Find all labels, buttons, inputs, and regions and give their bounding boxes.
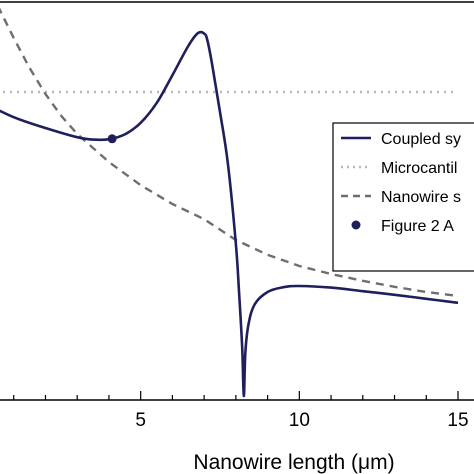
legend-label: Coupled sy bbox=[381, 131, 461, 148]
x-tick-label: 15 bbox=[447, 410, 468, 431]
legend-item-microcantilever: Microcantil bbox=[341, 160, 457, 177]
x-tick-label: 10 bbox=[289, 410, 310, 431]
legend-item-coupled: Coupled sy bbox=[341, 131, 461, 148]
series-layer bbox=[0, 7, 459, 398]
legend: Coupled sy Microcantil Nanowire s Figure… bbox=[332, 122, 474, 272]
legend-item-nanowire: Nanowire s bbox=[341, 189, 461, 206]
legend-swatch-marker bbox=[351, 220, 361, 230]
data-point-figure-2-a bbox=[107, 134, 117, 144]
legend-label: Microcantil bbox=[381, 160, 457, 177]
legend-item-figure-2a: Figure 2 A bbox=[351, 218, 454, 235]
legend-label: Figure 2 A bbox=[381, 218, 454, 235]
legend-label: Nanowire s bbox=[381, 189, 461, 206]
x-tick-label: 5 bbox=[135, 410, 146, 431]
x-axis-title: Nanowire length (μm) bbox=[193, 451, 394, 474]
x-ticks: 5 10 15 bbox=[13, 391, 469, 431]
series-line-nanowire-s bbox=[0, 7, 459, 298]
plot-area: 5 10 15 bbox=[0, 1, 474, 431]
